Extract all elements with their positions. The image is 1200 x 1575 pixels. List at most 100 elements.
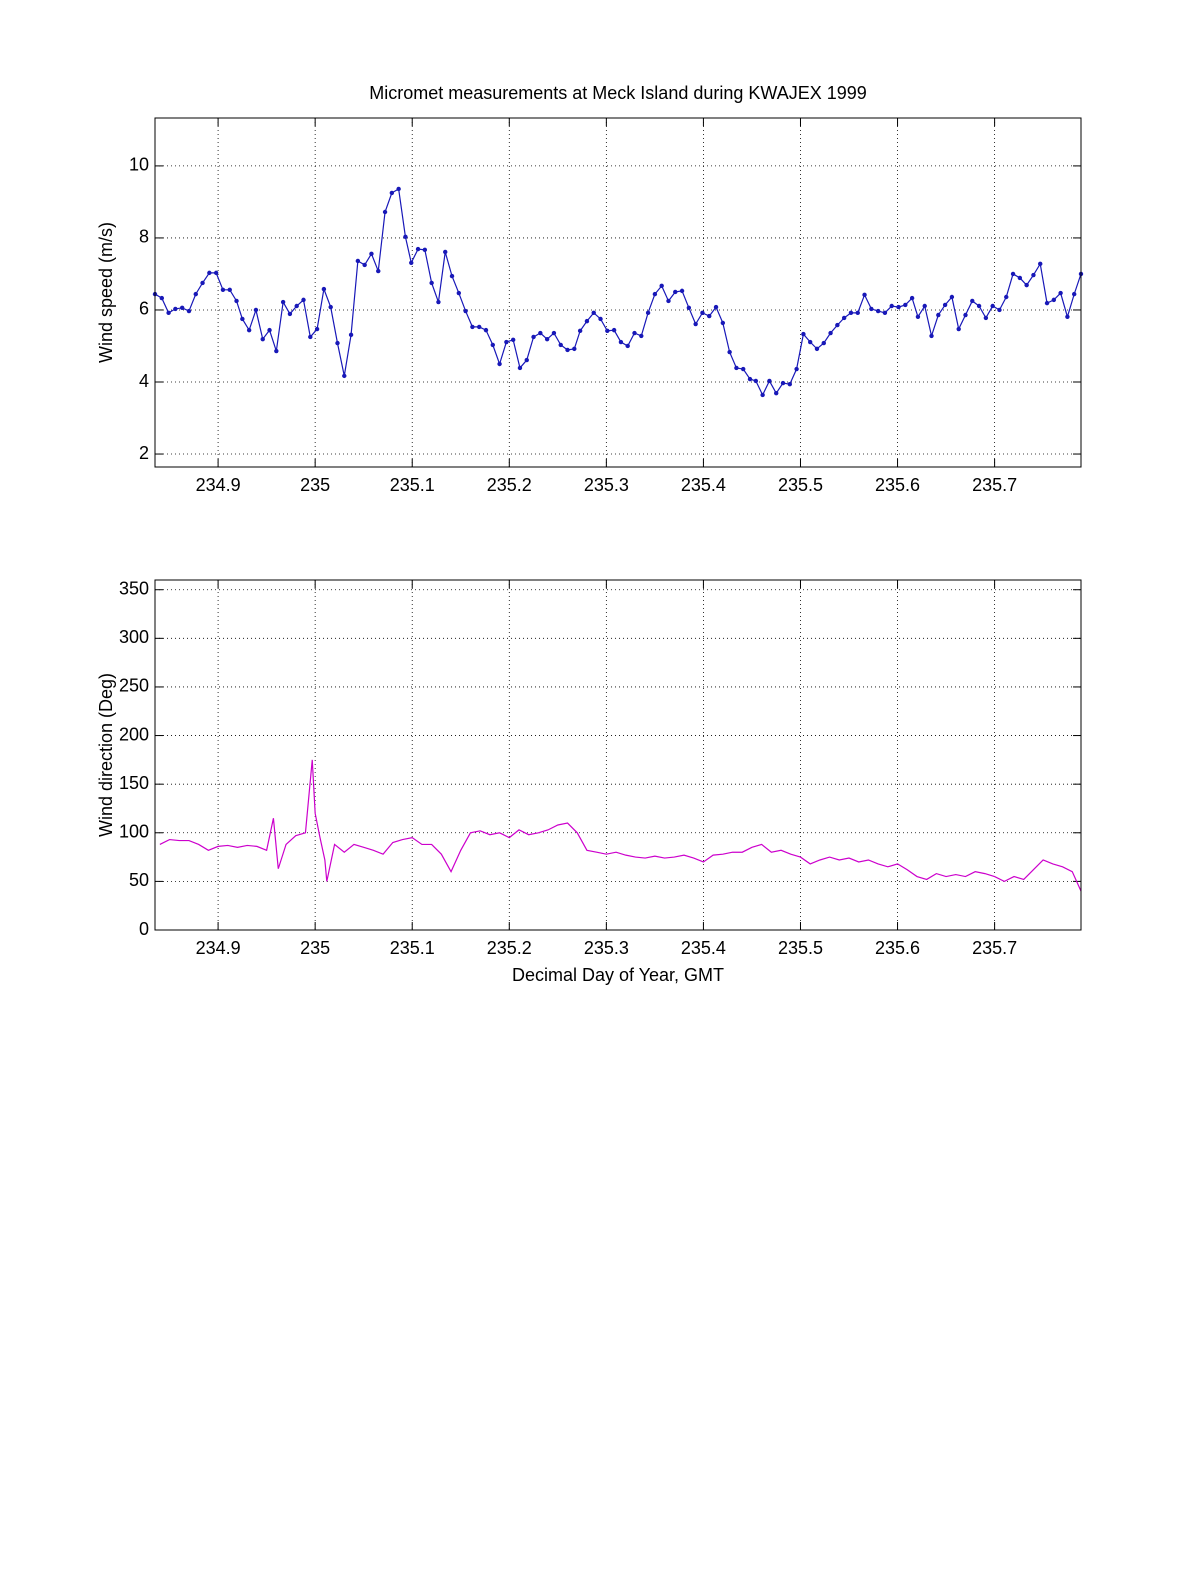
data-point xyxy=(1017,275,1023,281)
data-point xyxy=(956,326,961,332)
y-axis-label: Wind direction (Deg) xyxy=(96,673,116,837)
data-point xyxy=(1038,261,1043,267)
y-tick-label: 200 xyxy=(119,724,149,744)
data-point xyxy=(504,339,509,345)
data-point xyxy=(308,334,313,340)
data-point xyxy=(193,291,198,297)
data-point xyxy=(976,303,982,309)
data-point xyxy=(179,305,185,311)
x-tick-label: 235.4 xyxy=(681,475,726,495)
data-point xyxy=(483,327,489,333)
data-point xyxy=(584,318,590,324)
data-point xyxy=(741,366,746,372)
x-tick-label: 235.2 xyxy=(487,938,532,958)
data-point xyxy=(476,324,482,330)
data-point xyxy=(780,380,786,386)
y-tick-label: 4 xyxy=(139,371,149,391)
data-point xyxy=(538,330,543,336)
data-point xyxy=(828,330,833,336)
data-point xyxy=(456,290,462,296)
data-point xyxy=(632,330,637,336)
data-point xyxy=(376,268,381,274)
data-point xyxy=(531,334,536,340)
data-point xyxy=(403,234,408,240)
y-tick-label: 0 xyxy=(139,919,149,939)
data-point xyxy=(794,366,799,372)
axes-frame xyxy=(154,117,1082,468)
data-point xyxy=(362,262,367,268)
data-point xyxy=(1065,314,1070,320)
data-point xyxy=(207,270,212,276)
data-point xyxy=(253,307,259,313)
data-point xyxy=(321,286,327,292)
data-point xyxy=(734,365,739,371)
data-point xyxy=(577,328,583,334)
data-point xyxy=(335,340,340,346)
data-point xyxy=(618,339,624,345)
data-point xyxy=(625,343,630,349)
data-point xyxy=(990,303,995,309)
data-point xyxy=(801,331,806,337)
data-point xyxy=(787,381,793,387)
data-point xyxy=(909,295,915,301)
data-point xyxy=(565,347,570,353)
data-point xyxy=(227,287,232,292)
data-point xyxy=(707,313,712,319)
data-point xyxy=(896,304,901,310)
y-tick-label: 100 xyxy=(119,822,149,842)
chart-title: Micromet measurements at Meck Island dur… xyxy=(369,83,867,103)
data-point xyxy=(970,298,975,304)
x-tick-label: 235.5 xyxy=(778,938,823,958)
data-point xyxy=(246,327,252,333)
y-tick-label: 10 xyxy=(129,155,149,175)
x-tick-label: 234.9 xyxy=(196,475,241,495)
data-line xyxy=(154,187,1082,397)
data-point xyxy=(1051,297,1057,303)
data-point xyxy=(166,310,171,316)
data-point xyxy=(889,303,894,309)
x-tick-label: 235.4 xyxy=(681,938,726,958)
y-tick-label: 6 xyxy=(139,299,149,319)
data-point xyxy=(835,322,840,328)
data-point xyxy=(949,294,955,300)
data-point xyxy=(287,311,293,317)
data-point xyxy=(693,321,698,327)
data-point xyxy=(983,315,989,321)
data-point xyxy=(922,303,927,309)
data-point xyxy=(855,310,860,316)
data-point xyxy=(929,333,934,339)
x-tick-label: 235.3 xyxy=(584,938,629,958)
data-point xyxy=(429,280,434,286)
data-point xyxy=(551,330,557,336)
x-tick-label: 235.5 xyxy=(778,475,823,495)
data-point xyxy=(415,246,421,252)
data-point xyxy=(1044,300,1050,306)
data-point xyxy=(220,287,226,292)
data-point xyxy=(598,316,603,322)
data-point xyxy=(666,298,671,304)
data-point xyxy=(274,348,279,354)
data-point xyxy=(841,315,847,321)
data-point xyxy=(1004,294,1009,300)
data-point xyxy=(443,249,448,255)
x-tick-label: 235.7 xyxy=(972,475,1017,495)
data-point xyxy=(200,280,205,286)
data-point xyxy=(234,298,239,304)
data-point xyxy=(720,320,726,326)
data-point xyxy=(497,361,502,367)
data-point xyxy=(280,299,286,305)
data-point xyxy=(1024,282,1029,288)
data-point xyxy=(903,302,908,308)
x-tick-label: 235 xyxy=(300,938,330,958)
data-point xyxy=(807,339,813,345)
y-tick-label: 350 xyxy=(119,578,149,598)
data-point xyxy=(882,310,888,316)
data-point xyxy=(524,357,529,363)
y-tick-label: 150 xyxy=(119,773,149,793)
data-point xyxy=(510,337,516,343)
data-point xyxy=(348,332,354,338)
data-point xyxy=(449,273,455,279)
x-tick-label: 235.1 xyxy=(390,475,435,495)
